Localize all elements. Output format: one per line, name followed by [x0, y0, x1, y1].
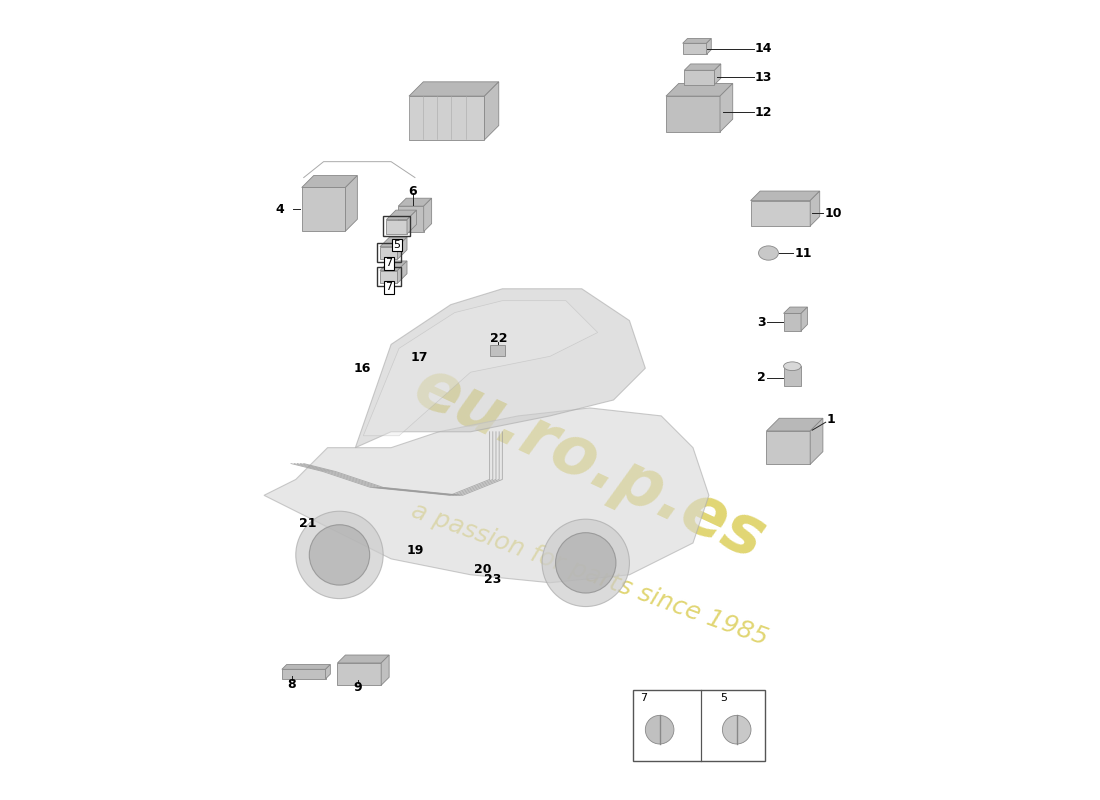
- Bar: [377, 242, 400, 262]
- Polygon shape: [811, 418, 823, 464]
- Polygon shape: [355, 289, 646, 448]
- Text: a passion for parts since 1985: a passion for parts since 1985: [408, 499, 771, 650]
- Polygon shape: [282, 665, 330, 670]
- Polygon shape: [424, 198, 431, 231]
- Polygon shape: [409, 82, 498, 96]
- Polygon shape: [409, 96, 484, 140]
- Polygon shape: [386, 220, 407, 234]
- Circle shape: [542, 519, 629, 606]
- Polygon shape: [345, 175, 358, 231]
- Polygon shape: [484, 82, 498, 140]
- Polygon shape: [750, 191, 820, 201]
- Polygon shape: [398, 198, 431, 206]
- Text: 22: 22: [490, 331, 507, 345]
- Polygon shape: [767, 431, 811, 464]
- Polygon shape: [720, 83, 733, 132]
- Polygon shape: [397, 237, 407, 259]
- Ellipse shape: [783, 362, 801, 370]
- Text: 3: 3: [758, 316, 766, 329]
- Polygon shape: [715, 64, 720, 85]
- Polygon shape: [684, 64, 721, 70]
- Polygon shape: [783, 314, 801, 331]
- Polygon shape: [783, 307, 807, 314]
- Polygon shape: [811, 191, 819, 226]
- Text: 19: 19: [406, 545, 424, 558]
- Text: 10: 10: [824, 207, 842, 220]
- Polygon shape: [379, 246, 397, 259]
- Polygon shape: [386, 210, 417, 220]
- Polygon shape: [683, 43, 706, 54]
- Polygon shape: [282, 670, 326, 679]
- Circle shape: [309, 525, 370, 585]
- Text: 4: 4: [275, 203, 284, 216]
- Polygon shape: [683, 38, 712, 43]
- Bar: [383, 216, 410, 236]
- Polygon shape: [301, 187, 345, 231]
- Circle shape: [646, 715, 674, 744]
- Text: 8: 8: [287, 678, 296, 691]
- Bar: [491, 345, 505, 356]
- Circle shape: [296, 511, 383, 598]
- Text: 16: 16: [354, 362, 371, 374]
- Polygon shape: [338, 663, 382, 686]
- Circle shape: [723, 715, 751, 744]
- Text: 21: 21: [299, 517, 317, 530]
- Polygon shape: [706, 38, 712, 54]
- Text: 23: 23: [484, 573, 502, 586]
- Bar: [634, 690, 764, 762]
- Polygon shape: [326, 665, 330, 679]
- Polygon shape: [666, 96, 720, 132]
- Text: 2: 2: [757, 371, 766, 384]
- Text: 1: 1: [826, 414, 835, 426]
- Text: 12: 12: [755, 106, 772, 119]
- Polygon shape: [363, 301, 597, 436]
- Polygon shape: [767, 418, 823, 431]
- Polygon shape: [379, 237, 407, 246]
- Polygon shape: [382, 655, 389, 686]
- Polygon shape: [398, 206, 424, 231]
- Polygon shape: [397, 261, 407, 283]
- Text: 5: 5: [719, 693, 727, 703]
- Text: 13: 13: [755, 71, 772, 84]
- Text: eu.ro.p.es: eu.ro.p.es: [404, 354, 776, 574]
- Polygon shape: [379, 261, 407, 270]
- Circle shape: [556, 533, 616, 593]
- Text: 20: 20: [474, 562, 492, 576]
- Polygon shape: [783, 366, 801, 386]
- Polygon shape: [338, 655, 389, 663]
- Text: 7: 7: [385, 282, 393, 292]
- Polygon shape: [379, 270, 397, 283]
- Polygon shape: [750, 201, 811, 226]
- Polygon shape: [666, 83, 733, 96]
- Bar: [377, 266, 400, 286]
- Text: 7: 7: [385, 258, 393, 268]
- Text: 11: 11: [794, 246, 812, 259]
- Text: 14: 14: [755, 42, 772, 55]
- Text: 5: 5: [393, 240, 400, 250]
- Text: 6: 6: [408, 185, 417, 198]
- Text: 7: 7: [640, 693, 647, 703]
- Polygon shape: [301, 175, 358, 187]
- Polygon shape: [801, 307, 807, 331]
- Text: 9: 9: [353, 681, 362, 694]
- Text: 17: 17: [410, 351, 428, 364]
- Polygon shape: [264, 408, 708, 582]
- Polygon shape: [407, 210, 417, 234]
- Ellipse shape: [759, 246, 779, 260]
- Polygon shape: [684, 70, 715, 85]
